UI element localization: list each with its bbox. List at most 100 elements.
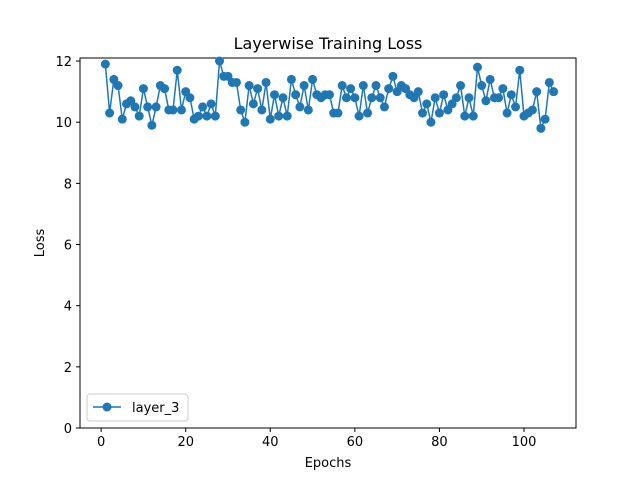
data-point — [160, 84, 170, 94]
axis-ticks: 0 20 40 60 80 100 0 2 4 6 8 10 12 — [55, 55, 536, 450]
data-point — [185, 93, 195, 103]
data-point — [464, 93, 474, 103]
data-point — [481, 96, 491, 106]
data-point — [515, 65, 525, 75]
data-point — [527, 105, 537, 115]
data-point — [236, 105, 246, 115]
data-point — [333, 108, 343, 118]
data-point — [270, 90, 280, 100]
x-tick-label: 60 — [347, 435, 364, 450]
data-point — [549, 87, 559, 97]
data-point — [198, 102, 208, 112]
data-point — [540, 114, 550, 124]
data-point — [511, 102, 521, 112]
legend: layer_3 — [86, 393, 189, 422]
data-point — [295, 102, 305, 112]
data-point — [286, 74, 296, 84]
data-point — [210, 111, 220, 121]
data-point — [117, 114, 127, 124]
data-point — [172, 65, 182, 75]
data-point — [303, 105, 313, 115]
data-point — [231, 77, 241, 87]
data-point — [460, 111, 470, 121]
x-tick-label: 20 — [177, 435, 194, 450]
data-point — [130, 102, 140, 112]
y-tick-label: 12 — [55, 55, 72, 70]
data-point — [346, 84, 356, 94]
data-point — [426, 117, 436, 127]
data-point — [358, 81, 368, 91]
data-point — [422, 99, 432, 109]
y-tick-label: 8 — [64, 177, 72, 192]
data-point — [147, 120, 157, 130]
data-point — [350, 93, 360, 103]
data-point — [456, 81, 466, 91]
data-point — [477, 81, 487, 91]
data-point — [485, 74, 495, 84]
data-point — [363, 108, 373, 118]
data-point — [371, 81, 381, 91]
data-point — [168, 105, 178, 115]
data-point — [536, 123, 546, 133]
data-point — [261, 77, 271, 87]
data-point — [468, 111, 478, 121]
legend-label: layer_3 — [132, 401, 179, 416]
data-point — [151, 102, 161, 112]
data-point — [257, 105, 267, 115]
data-point — [544, 77, 554, 87]
data-point — [253, 84, 263, 94]
data-point — [498, 84, 508, 94]
data-point — [278, 93, 288, 103]
data-point — [418, 108, 428, 118]
data-point — [202, 111, 212, 121]
data-point — [324, 90, 334, 100]
data-point — [240, 117, 250, 127]
data-point — [375, 93, 385, 103]
legend-marker — [102, 402, 112, 412]
data-point — [502, 108, 512, 118]
data-point — [379, 102, 389, 112]
x-tick-label: 40 — [262, 435, 279, 450]
data-point — [506, 90, 516, 100]
data-point — [430, 93, 440, 103]
data-point — [532, 87, 542, 97]
data-point — [143, 102, 153, 112]
data-point — [274, 111, 284, 121]
data-point — [337, 81, 347, 91]
data-point — [206, 99, 216, 109]
data-point — [472, 62, 482, 72]
data-point — [193, 111, 203, 121]
data-point — [434, 108, 444, 118]
data-point — [384, 84, 394, 94]
y-axis-label: Loss — [33, 229, 48, 258]
data-point — [451, 93, 461, 103]
data-point — [138, 84, 148, 94]
data-point — [439, 90, 449, 100]
data-point — [244, 81, 254, 91]
y-tick-label: 4 — [64, 300, 72, 315]
data-point — [282, 111, 292, 121]
y-tick-label: 2 — [64, 361, 72, 376]
chart-title: Layerwise Training Loss — [234, 34, 423, 53]
y-tick-label: 10 — [55, 116, 72, 131]
data-point — [100, 59, 110, 69]
data-point — [176, 105, 186, 115]
data-point — [308, 74, 318, 84]
plot-area — [79, 57, 577, 429]
data-point — [354, 111, 364, 121]
data-point — [113, 81, 123, 91]
data-point — [105, 108, 115, 118]
data-point — [341, 93, 351, 103]
data-point — [494, 93, 504, 103]
data-point — [215, 56, 225, 66]
series-layer — [100, 56, 559, 133]
data-point — [291, 90, 301, 100]
data-point — [134, 111, 144, 121]
x-tick-label: 0 — [97, 435, 105, 450]
x-axis-label: Epochs — [305, 456, 352, 471]
data-point — [248, 99, 258, 109]
data-point — [413, 87, 423, 97]
x-tick-label: 80 — [431, 435, 448, 450]
data-point — [299, 81, 309, 91]
